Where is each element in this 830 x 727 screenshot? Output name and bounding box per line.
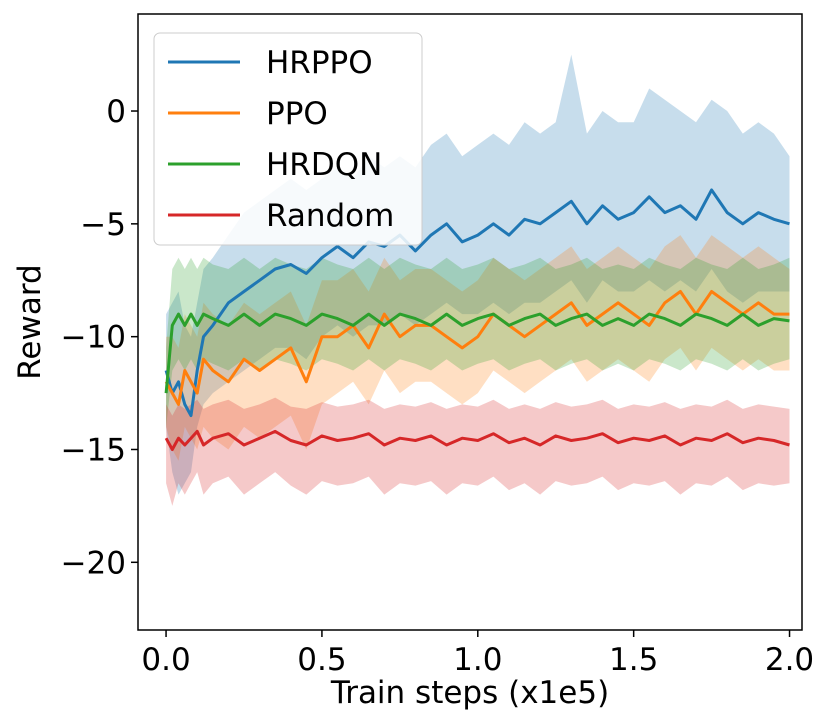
y-axis-label: Reward <box>12 264 48 379</box>
legend-label-random: Random <box>266 198 394 234</box>
x-tick-label: 1.0 <box>453 642 502 678</box>
series-bands <box>166 54 790 506</box>
x-axis: 0.0 0.5 1.0 1.5 2.0 <box>141 630 814 678</box>
y-tick-label: −20 <box>61 545 126 581</box>
y-tick-label: 0 <box>106 94 126 130</box>
line-hrppo <box>164 188 790 418</box>
band-random <box>166 397 790 506</box>
band-ppo <box>166 235 790 461</box>
x-tick-label: 0.5 <box>297 642 346 678</box>
x-tick-label: 0.0 <box>141 642 190 678</box>
legend-label-hrppo: HRPPO <box>266 45 373 81</box>
band-hrppo <box>166 54 790 495</box>
line-hrdqn <box>164 312 790 394</box>
y-axis: 0 −5 −10 −15 −20 <box>61 94 138 581</box>
legend: HRPPO PPO HRDQN Random <box>153 32 423 246</box>
y-tick-label: −10 <box>61 320 126 356</box>
legend-box <box>153 32 423 246</box>
legend-label-hrdqn: HRDQN <box>266 147 382 183</box>
series-lines <box>164 188 790 451</box>
y-tick-label: −5 <box>80 207 126 243</box>
band-hrdqn <box>166 257 790 427</box>
legend-label-ppo: PPO <box>266 96 328 132</box>
plot-frame <box>137 13 803 631</box>
y-tick-label: −15 <box>61 432 126 468</box>
x-tick-label: 1.5 <box>609 642 658 678</box>
line-ppo <box>164 290 790 406</box>
line-random <box>164 429 790 451</box>
x-axis-label: Train steps (x1e5) <box>330 675 609 711</box>
x-tick-label: 2.0 <box>765 642 814 678</box>
